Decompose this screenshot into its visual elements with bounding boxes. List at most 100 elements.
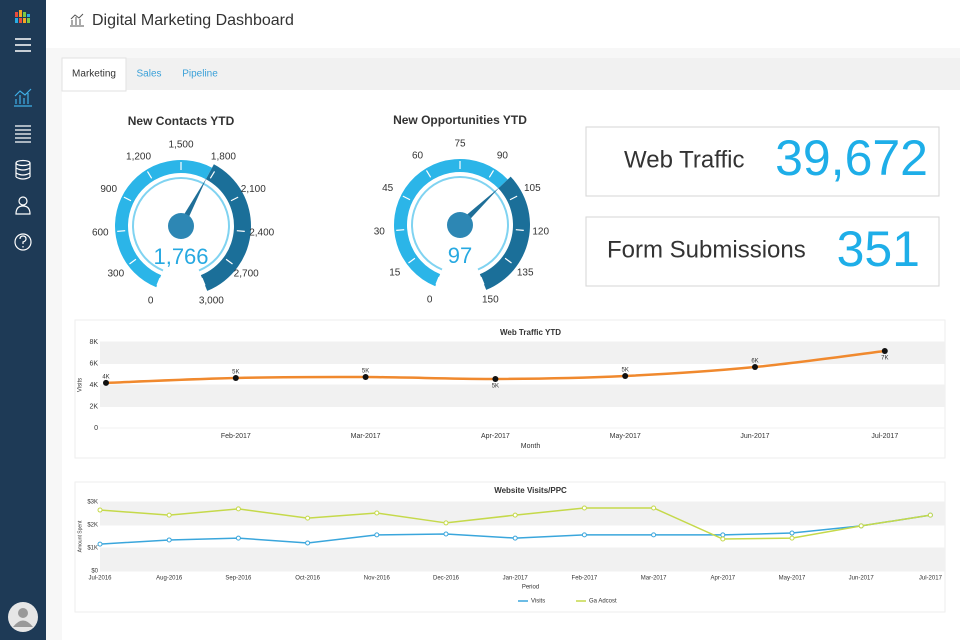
title-icon	[70, 13, 84, 27]
gauge-tick-label: 150	[482, 295, 499, 306]
data-point	[374, 532, 380, 538]
x-tick-label: May-2017	[610, 433, 641, 440]
grid-band	[100, 548, 945, 571]
y-axis-label: Visits	[78, 378, 84, 392]
gauge-tick	[504, 257, 512, 264]
gauge-title: New Contacts YTD	[128, 114, 235, 128]
gauge-tick	[408, 257, 416, 264]
data-point	[581, 532, 587, 538]
y-tick-label: 8K	[89, 339, 98, 346]
kpi-value: 39,672	[775, 130, 928, 186]
gauge-tick-label: 2,400	[249, 227, 274, 238]
data-point	[305, 515, 311, 521]
gauge-tick-label: 1,500	[168, 140, 193, 151]
gauge-tick-label: 135	[517, 268, 534, 279]
sidebar	[0, 0, 46, 640]
gauge-tick	[201, 277, 206, 286]
gauge-tick	[230, 196, 239, 202]
gauge-tick	[480, 276, 485, 285]
gauge-tick	[396, 229, 405, 231]
nav-list[interactable]	[15, 125, 31, 143]
data-point	[881, 348, 888, 355]
gauge-filled	[393, 158, 508, 287]
gauge-tick	[402, 195, 411, 201]
gauge-tick-label: 15	[389, 268, 401, 279]
gauge-tick-label: 300	[107, 269, 124, 280]
data-point	[651, 532, 657, 538]
x-tick-label: Jul-2016	[88, 576, 112, 582]
nav-user[interactable]	[15, 196, 31, 215]
data-point	[720, 532, 726, 538]
data-point	[858, 523, 864, 529]
y-tick-label: $2K	[87, 523, 98, 529]
menu-icon[interactable]	[15, 38, 31, 52]
y-tick-label: $0	[91, 569, 98, 575]
gauge-tick-label: 2,100	[241, 184, 266, 195]
active-tab[interactable]	[61, 57, 127, 92]
gauge-tick	[488, 170, 495, 178]
data-label: 5K	[232, 370, 239, 376]
tab[interactable]: Marketing	[72, 69, 116, 80]
avatar[interactable]	[8, 602, 38, 632]
data-point	[720, 536, 726, 542]
data-point	[789, 530, 795, 536]
data-point	[927, 512, 933, 518]
data-label: 5K	[622, 368, 629, 374]
x-tick-label: Mar-2017	[641, 576, 667, 582]
grid-band	[100, 502, 945, 525]
legend-label: Visits	[531, 599, 545, 605]
y-tick-label: $1K	[87, 546, 98, 552]
gauge-remaining	[479, 176, 530, 290]
data-point	[166, 512, 172, 518]
grid-band	[100, 385, 945, 407]
chart-title: Web Traffic YTD	[500, 328, 561, 337]
data-point	[97, 507, 103, 513]
gauge-tick-label: 600	[92, 227, 109, 238]
x-tick-label: Jun-2017	[740, 433, 769, 440]
gauge-tick-label: 0	[148, 296, 154, 307]
gauge-filled	[114, 159, 213, 288]
gauge-hub	[168, 213, 194, 239]
gauge-tick-label: 0	[427, 295, 433, 306]
data-point	[235, 506, 241, 512]
data-point	[166, 537, 172, 543]
data-point	[443, 531, 449, 537]
gauge-remaining	[200, 164, 251, 291]
gauge-tick-label: 30	[374, 226, 386, 237]
x-tick-label: Sep-2016	[225, 576, 252, 582]
page-title: Digital Marketing Dashboard	[92, 12, 294, 29]
chart-title: Website Visits/PPC	[494, 486, 567, 495]
gauge-tick-label: 105	[524, 183, 541, 194]
y-tick-label: 2K	[89, 403, 98, 410]
data-label: 5K	[362, 369, 369, 375]
tab[interactable]: Pipeline	[182, 69, 218, 80]
logo	[15, 10, 30, 23]
gauge-value: 1,766	[153, 244, 208, 269]
tab-bar	[62, 58, 960, 90]
x-tick-label: Jul-2017	[871, 433, 898, 440]
kpi-label: Form Submissions	[607, 236, 806, 263]
x-axis-label: Period	[522, 585, 539, 591]
data-label: 4K	[102, 374, 109, 380]
gauge-tick-label: 3,000	[199, 296, 224, 307]
data-point	[103, 379, 109, 386]
nav-database[interactable]	[15, 159, 31, 180]
grid-band	[100, 342, 945, 364]
legend-label: Ga Adcost	[589, 599, 617, 605]
nav-help[interactable]	[14, 233, 32, 251]
x-tick-label: Dec-2016	[433, 576, 460, 582]
gauge-tick	[209, 171, 216, 179]
gauge-tick-label: 900	[100, 184, 117, 195]
x-tick-label: May-2017	[779, 576, 806, 582]
tab[interactable]: Sales	[136, 69, 161, 80]
nav-chart[interactable]	[14, 88, 32, 107]
gauge-tick	[146, 171, 153, 179]
data-point	[622, 372, 629, 379]
data-label: 7K	[881, 356, 888, 362]
gauge-tick	[509, 195, 518, 201]
x-tick-label: Apr-2017	[481, 433, 510, 440]
data-point	[512, 535, 518, 541]
gauge-tick-label: 75	[454, 139, 466, 150]
